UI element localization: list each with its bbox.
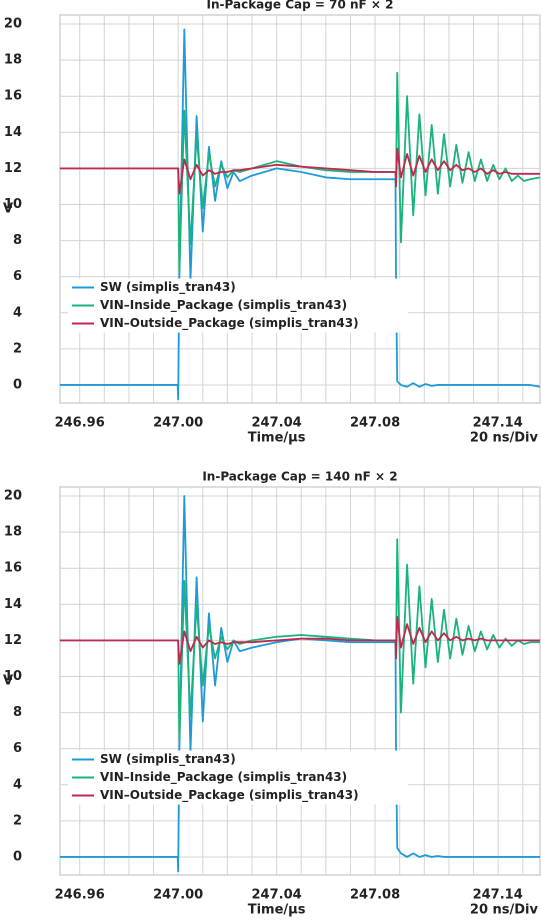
y-tick-label: 6 xyxy=(13,741,22,756)
y-tick-label: 14 xyxy=(4,125,22,140)
y-axis-label: V xyxy=(3,202,13,217)
y-tick-label: 0 xyxy=(13,849,22,864)
y-tick-label: 10 xyxy=(4,197,22,212)
legend-label: SW (simplis_tran43) xyxy=(100,752,236,767)
x-tick-label: 247.00 xyxy=(153,888,203,903)
series-line xyxy=(60,616,540,665)
legend-label: VIN–Inside_Package (simplis_tran43) xyxy=(100,770,347,785)
x-tick-label: 247.04 xyxy=(252,888,302,903)
y-tick-label: 4 xyxy=(13,777,22,792)
y-tick-label: 0 xyxy=(13,377,22,392)
series-line xyxy=(60,71,541,273)
legend-label: VIN–Outside_Package (simplis_tran43) xyxy=(100,788,359,803)
y-tick-label: 4 xyxy=(13,305,22,320)
y-tick-label: 16 xyxy=(4,561,22,576)
annotation: 20 ns/Div xyxy=(470,431,539,446)
legend-label: SW (simplis_tran43) xyxy=(100,280,236,295)
y-tick-label: 14 xyxy=(4,597,22,612)
x-tick-label: 247.14 xyxy=(473,888,523,903)
y-tick-label: 2 xyxy=(13,813,22,828)
y-tick-label: 2 xyxy=(13,341,22,356)
y-tick-label: 6 xyxy=(13,269,22,284)
y-tick-label: 8 xyxy=(13,705,22,720)
series-line xyxy=(60,147,540,195)
x-tick-label: 247.00 xyxy=(153,416,203,431)
y-tick-label: 16 xyxy=(4,89,22,104)
x-tick-label: 247.14 xyxy=(473,416,523,431)
y-tick-label: 12 xyxy=(4,633,22,648)
y-tick-label: 20 xyxy=(4,489,22,504)
series-line xyxy=(60,538,540,741)
y-tick-label: 10 xyxy=(4,669,22,684)
chart-title: In-Package Cap = 70 nF × 2 xyxy=(207,0,394,12)
plot-area xyxy=(59,486,541,876)
x-tick-label: 247.08 xyxy=(350,888,400,903)
y-tick-label: 18 xyxy=(4,525,22,540)
legend-box xyxy=(68,750,408,805)
annotation: 20 ns/Div xyxy=(470,903,539,918)
y-tick-label: 12 xyxy=(4,161,22,176)
plot: In-Package Cap = 140 nF × 2 0 2 4 6 8 10 12 14 16… xyxy=(3,470,541,918)
plot-area xyxy=(59,14,541,404)
legend-box xyxy=(68,278,408,333)
x-tick-label: 246.96 xyxy=(55,416,105,431)
legend-label: VIN–Inside_Package (simplis_tran43) xyxy=(100,298,347,313)
y-tick-label: 8 xyxy=(13,233,22,248)
plot: In-Package Cap = 70 nF × 2 0 2 4 6 8 10 12 14 16 1… xyxy=(3,0,541,446)
x-tick-label: 247.04 xyxy=(252,416,302,431)
y-tick-label: 20 xyxy=(4,17,22,32)
legend-label: VIN–Outside_Package (simplis_tran43) xyxy=(100,316,359,331)
x-tick-label: 247.08 xyxy=(350,416,400,431)
y-axis-label: V xyxy=(3,674,13,689)
x-axis-label: Time/µs xyxy=(248,903,306,918)
chart-title: In-Package Cap = 140 nF × 2 xyxy=(202,470,397,484)
x-axis-label: Time/µs xyxy=(248,431,306,446)
y-tick-label: 18 xyxy=(4,53,22,68)
x-tick-label: 246.96 xyxy=(55,888,105,903)
